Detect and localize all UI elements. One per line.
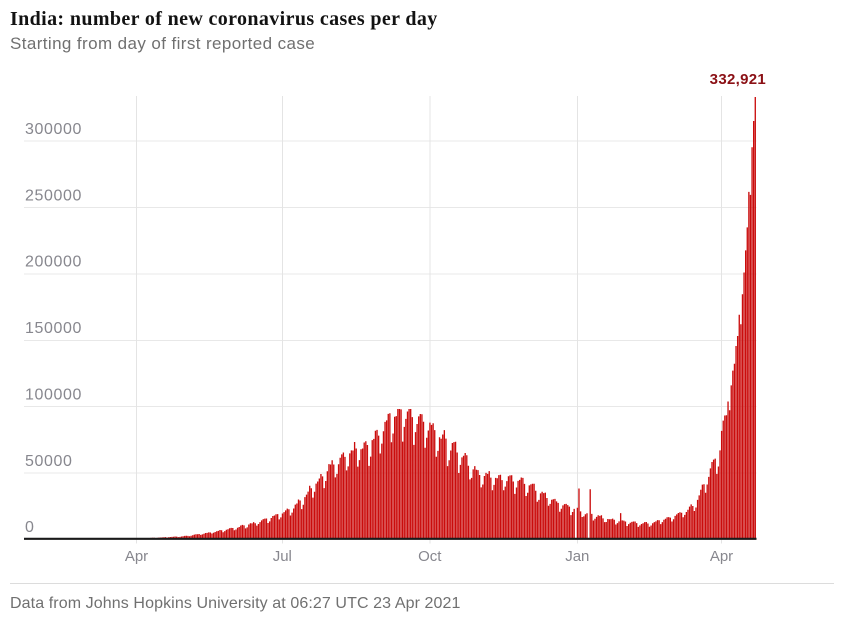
svg-text:Oct: Oct [418,548,442,565]
svg-text:100000: 100000 [25,386,82,403]
svg-text:50000: 50000 [25,453,73,470]
svg-text:250000: 250000 [25,187,82,204]
svg-text:India: number of new coronavir: India: number of new coronavirus cases p… [10,8,438,30]
svg-text:Jul: Jul [273,548,292,565]
svg-text:Data from Johns Hopkins Univer: Data from Johns Hopkins University at 06… [10,595,461,612]
svg-text:Apr: Apr [125,548,148,565]
svg-text:332,921: 332,921 [710,71,766,88]
svg-text:300000: 300000 [25,121,82,138]
svg-text:200000: 200000 [25,254,82,271]
svg-text:Jan: Jan [565,548,589,565]
svg-text:0: 0 [25,519,35,536]
svg-text:Apr: Apr [710,548,733,565]
svg-text:Starting from day of first rep: Starting from day of first reported case [10,34,315,53]
svg-text:150000: 150000 [25,320,82,337]
